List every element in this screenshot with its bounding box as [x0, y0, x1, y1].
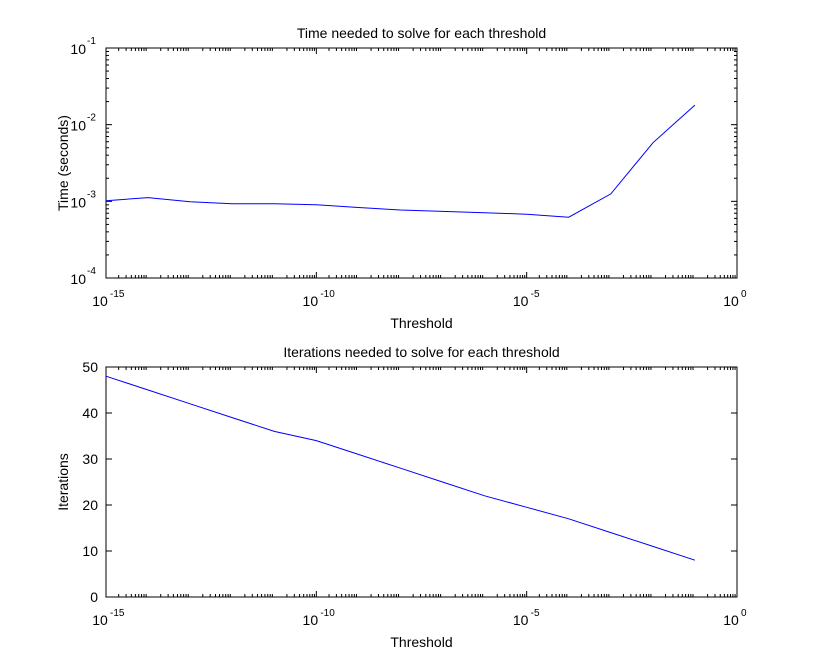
- y-tick-label: 0: [90, 589, 98, 605]
- x-tick-exponent: -15: [110, 608, 125, 619]
- x-tick-label: 10: [92, 612, 108, 628]
- time-chart-xlabel: Threshold: [390, 315, 452, 331]
- x-tick-exponent: -10: [320, 608, 335, 619]
- iterations-chart-title: Iterations needed to solve for each thre…: [283, 344, 559, 360]
- y-tick-exponent: -3: [87, 189, 96, 200]
- time-chart-ticks: 10 -15 10 -10 10 -5 10 010 -410 -310 -210 -1: [70, 36, 747, 309]
- iterations-plot-area: [105, 366, 738, 598]
- y-tick-label: 50: [82, 359, 98, 375]
- y-tick-label: 30: [82, 451, 98, 467]
- iterations-chart-series: [105, 375, 696, 561]
- x-tick-label: 10: [723, 293, 739, 309]
- time-series-line: [105, 104, 696, 218]
- x-tick-label: 10: [92, 293, 108, 309]
- x-tick-exponent: 0: [741, 608, 747, 619]
- y-tick-label: 10: [70, 118, 86, 134]
- y-tick-label: 10: [82, 543, 98, 559]
- x-tick-label: 10: [513, 612, 529, 628]
- y-tick-exponent: -4: [87, 266, 96, 277]
- time-chart: Time needed to solve for each threshold …: [55, 25, 747, 331]
- x-tick-exponent: -5: [531, 289, 540, 300]
- y-tick-label: 10: [70, 271, 86, 287]
- x-tick-exponent: -10: [320, 289, 335, 300]
- x-tick-label: 10: [303, 293, 319, 309]
- time-plot-area: [105, 47, 738, 279]
- y-tick-label: 10: [70, 41, 86, 57]
- iterations-chart-ylabel: Iterations: [55, 453, 71, 511]
- y-tick-exponent: -2: [87, 113, 96, 124]
- iterations-series-line: [105, 375, 696, 561]
- x-tick-exponent: -5: [531, 608, 540, 619]
- x-tick-exponent: -15: [110, 289, 125, 300]
- y-tick-label: 20: [82, 497, 98, 513]
- y-tick-exponent: -1: [87, 36, 96, 47]
- iterations-chart: Iterations needed to solve for each thre…: [55, 344, 747, 650]
- time-chart-ylabel: Time (seconds): [55, 115, 71, 211]
- x-tick-label: 10: [513, 293, 529, 309]
- time-chart-series: [105, 104, 696, 218]
- y-tick-label: 10: [70, 194, 86, 210]
- time-chart-title: Time needed to solve for each threshold: [297, 25, 546, 41]
- x-tick-exponent: 0: [741, 289, 747, 300]
- x-tick-label: 10: [303, 612, 319, 628]
- x-tick-label: 10: [723, 612, 739, 628]
- iterations-chart-xlabel: Threshold: [390, 634, 452, 650]
- y-tick-label: 40: [82, 405, 98, 421]
